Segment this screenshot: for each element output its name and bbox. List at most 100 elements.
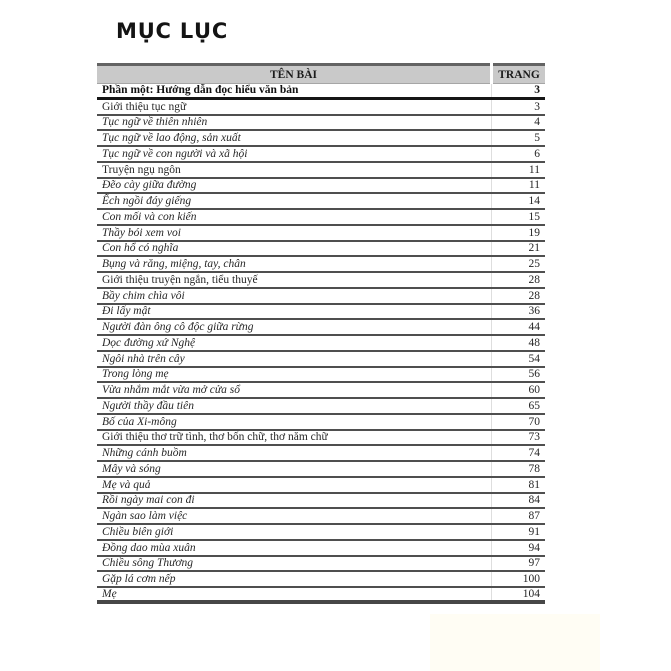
row-page-number: 81	[491, 477, 545, 492]
row-page-number: 19	[491, 225, 545, 240]
table-row: Phần một: Hướng dẫn đọc hiểu văn bản 3	[97, 84, 545, 100]
table-row: Mẹ và quả 81	[97, 477, 545, 494]
row-title: Gặp lá cơm nếp	[102, 573, 176, 586]
row-page-number: 87	[491, 509, 545, 523]
row-title: Giới thiệu tục ngữ	[102, 100, 187, 113]
row-title: Con hổ có nghĩa	[102, 242, 179, 255]
table-row: Chiều sông Thương 97	[97, 556, 545, 573]
table-row: Dọc đường xứ Nghệ 48	[97, 336, 545, 352]
table-row: Giới thiệu tục ngữ 3	[97, 99, 545, 116]
row-page-number: 21	[491, 241, 545, 256]
row-page-number: 48	[491, 336, 545, 350]
page-title: MỤC LỤC	[116, 19, 229, 43]
row-page-number: 44	[491, 320, 545, 334]
row-page-number: 3	[491, 84, 545, 97]
table-header-row: TÊN BÀI TRANG	[97, 63, 545, 84]
table-row: Giới thiệu truyện ngắn, tiểu thuyế 28	[97, 273, 545, 289]
table-row: Giới thiệu thơ trữ tình, thơ bốn chữ, th…	[97, 430, 545, 447]
row-page-number: 28	[491, 273, 545, 287]
row-title: Tục ngữ về lao động, sản xuất	[102, 132, 241, 145]
row-title: Mẹ	[102, 588, 117, 600]
column-header-page: TRANG	[493, 63, 545, 84]
row-title: Bố của Xi-mông	[102, 415, 177, 428]
table-row: Tục ngữ về lao động, sản xuất 5	[97, 131, 545, 147]
table-row: Chiều biên giới 91	[97, 525, 545, 541]
table-row: Trong lòng mẹ 56	[97, 367, 545, 384]
row-title: Chiều biên giới	[102, 525, 174, 538]
row-page-number: 97	[491, 556, 545, 571]
table-row: Tục ngữ về thiên nhiên 4	[97, 115, 545, 132]
row-page-number: 104	[491, 588, 545, 600]
row-page-number: 60	[491, 383, 545, 397]
table-row: Đi lấy mật 36	[97, 304, 545, 321]
table-row: Vừa nhắm mắt vừa mở cửa sổ 60	[97, 383, 545, 399]
row-title: Chiều sông Thương	[102, 557, 194, 570]
row-page-number: 28	[491, 288, 545, 303]
table-row: Tục ngữ về con người và xã hội 6	[97, 147, 545, 163]
row-title: Đi lấy mật	[102, 305, 151, 318]
row-title: Bụng và răng, miệng, tay, chân	[102, 258, 246, 271]
table-row: Người thầy đầu tiên 65	[97, 399, 545, 415]
row-page-number: 11	[491, 162, 545, 177]
table-of-contents: TÊN BÀI TRANG Phần một: Hướng dẫn đọc hi…	[97, 63, 545, 604]
row-page-number: 4	[491, 115, 545, 130]
row-title: Vừa nhắm mắt vừa mở cửa sổ	[102, 384, 241, 397]
row-title: Thầy bói xem voi	[102, 226, 181, 239]
row-page-number: 5	[491, 131, 545, 145]
row-page-number: 15	[491, 210, 545, 224]
table-row: Bầy chim chìa vôi 28	[97, 288, 545, 305]
row-page-number: 56	[491, 367, 545, 382]
row-title: Đồng dao mùa xuân	[102, 541, 196, 554]
table-row: Truyện ngụ ngôn 11	[97, 162, 545, 179]
row-page-number: 36	[491, 304, 545, 319]
row-page-number: 14	[491, 194, 545, 208]
row-page-number: 70	[491, 414, 545, 429]
table-row: Con mối và con kiến 15	[97, 210, 545, 226]
row-title: Con mối và con kiến	[102, 210, 197, 223]
table-row: Mây và sóng 78	[97, 462, 545, 478]
table-row: Gặp lá cơm nếp 100	[97, 572, 545, 588]
row-title: Ngàn sao làm việc	[102, 510, 188, 523]
row-title: Đẽo cày giữa đường	[102, 179, 197, 192]
row-title: Truyện ngụ ngôn	[102, 163, 181, 176]
row-page-number: 91	[491, 525, 545, 539]
row-title: Những cánh buồm	[102, 447, 187, 460]
row-page-number: 54	[491, 351, 545, 366]
row-title: Bầy chim chìa vôi	[102, 289, 185, 302]
page-edge-tint	[430, 614, 600, 671]
row-page-number: 73	[491, 430, 545, 445]
row-page-number: 11	[491, 178, 545, 193]
table-row: Ếch ngồi đáy giếng 14	[97, 194, 545, 210]
row-page-number: 100	[491, 572, 545, 586]
row-page-number: 84	[491, 493, 545, 508]
table-body: Phần một: Hướng dẫn đọc hiểu văn bản 3 G…	[97, 84, 545, 604]
table-row: Những cánh buồm 74	[97, 446, 545, 462]
row-title: Người thầy đầu tiên	[102, 399, 194, 412]
row-page-number: 74	[491, 446, 545, 460]
row-title: Rồi ngày mai con đi	[102, 494, 195, 507]
row-title: Giới thiệu truyện ngắn, tiểu thuyế	[102, 273, 258, 286]
column-header-title: TÊN BÀI	[97, 63, 490, 84]
table-row: Bụng và răng, miệng, tay, chân 25	[97, 257, 545, 273]
table-row: Mẹ 104	[97, 588, 545, 604]
row-title: Người đàn ông cô độc giữa rừng	[102, 321, 254, 334]
table-row: Đẽo cày giữa đường 11	[97, 178, 545, 195]
row-title: Tục ngữ về thiên nhiên	[102, 116, 208, 129]
row-title: Ngôi nhà trên cây	[102, 352, 185, 365]
table-row: Ngàn sao làm việc 87	[97, 509, 545, 525]
row-page-number: 78	[491, 462, 545, 476]
table-row: Bố của Xi-mông 70	[97, 414, 545, 431]
row-title: Ếch ngồi đáy giếng	[102, 195, 192, 208]
table-row: Rồi ngày mai con đi 84	[97, 493, 545, 510]
table-row: Thầy bói xem voi 19	[97, 225, 545, 242]
table-row: Ngôi nhà trên cây 54	[97, 351, 545, 368]
row-page-number: 94	[491, 540, 545, 555]
row-title: Giới thiệu thơ trữ tình, thơ bốn chữ, th…	[102, 431, 328, 444]
row-title: Trong lòng mẹ	[102, 368, 169, 381]
table-row: Đồng dao mùa xuân 94	[97, 540, 545, 557]
row-title: Phần một: Hướng dẫn đọc hiểu văn bản	[102, 84, 299, 97]
table-row: Con hổ có nghĩa 21	[97, 241, 545, 258]
table-row: Người đàn ông cô độc giữa rừng 44	[97, 320, 545, 336]
row-page-number: 6	[491, 147, 545, 161]
